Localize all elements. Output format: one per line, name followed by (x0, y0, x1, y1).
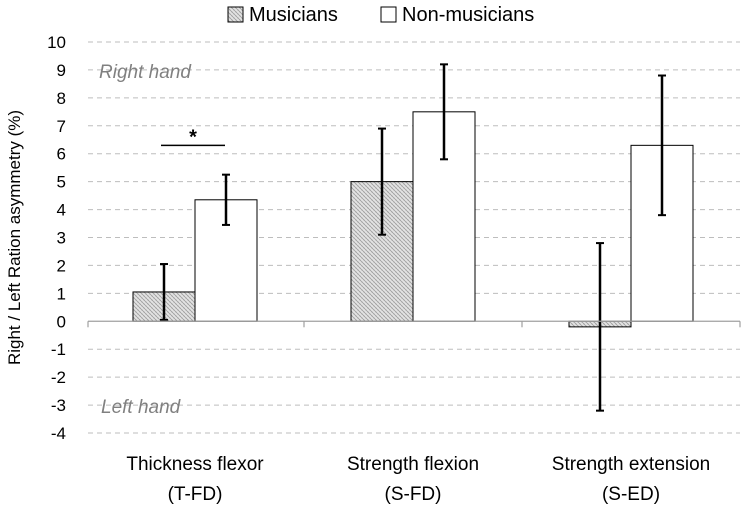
y-axis-label: Right / Left Ration asymmetry (%) (5, 110, 24, 365)
y-tick-label: 9 (57, 61, 66, 80)
y-tick-label: 2 (57, 256, 66, 275)
annotation-right-hand: Right hand (99, 62, 192, 83)
x-tick-label: (S-ED) (602, 484, 660, 505)
y-tick-label: 1 (57, 284, 66, 303)
x-tick-label: Strength flexion (347, 454, 479, 475)
y-tick-label: -1 (51, 340, 66, 359)
legend-label: Non-musicians (402, 4, 534, 26)
x-tick-label: Thickness flexor (126, 454, 264, 475)
bars (132, 63, 694, 412)
y-tick-label: 8 (57, 89, 66, 108)
legend-label: Musicians (249, 4, 338, 26)
legend-swatch-musicians (227, 6, 244, 23)
y-tick-label: 5 (57, 173, 66, 192)
significance-marker: * (161, 126, 225, 148)
annotation-left-hand: Left hand (101, 397, 182, 418)
y-tick-label: -4 (51, 424, 66, 443)
y-tick-label: -3 (51, 396, 66, 415)
x-tick-label: Strength extension (552, 454, 710, 475)
y-tick-label: 6 (57, 145, 66, 164)
y-tick-label: 3 (57, 229, 66, 248)
legend: Musicians Non-musicians (227, 4, 534, 26)
legend-swatch-non-musicians (380, 6, 397, 23)
y-tick-label: 0 (57, 312, 66, 331)
y-tick-label: 10 (47, 33, 66, 52)
x-axis (87, 320, 741, 328)
x-tick-label: (T-FD) (168, 484, 223, 505)
x-tick-label: (S-FD) (385, 484, 442, 505)
y-tick-label: -2 (51, 368, 66, 387)
y-tick-label: 7 (57, 117, 66, 136)
significance-star: * (189, 126, 197, 148)
x-axis-tick-labels: Thickness flexor (T-FD) Strength flexion (S… (126, 454, 710, 505)
y-axis-tick-labels: -4 -3 -2 -1 0 1 2 3 4 5 6 7 8 9 10 (47, 33, 66, 443)
y-tick-label: 4 (57, 201, 66, 220)
